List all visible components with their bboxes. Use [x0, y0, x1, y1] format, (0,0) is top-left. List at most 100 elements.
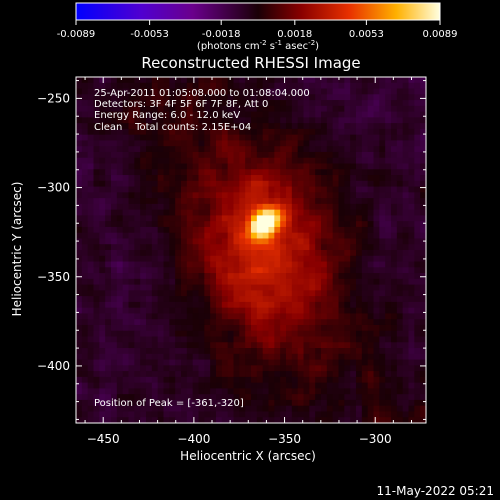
heatmap-cell [321, 226, 328, 234]
heatmap-cell [175, 365, 182, 372]
heatmap-cell [134, 324, 141, 332]
heatmap-cell [373, 405, 380, 412]
heatmap-cell [332, 261, 339, 268]
heatmap-cell [245, 371, 252, 378]
heatmap-cell [356, 290, 363, 297]
heatmap-cell [111, 417, 118, 423]
heatmap-cell [274, 388, 281, 395]
heatmap-cell [227, 146, 234, 153]
heatmap-cell [385, 319, 392, 326]
heatmap-cell [367, 111, 374, 118]
heatmap-cell [204, 163, 211, 170]
heatmap-cell [291, 290, 299, 297]
heatmap-cell [210, 371, 217, 378]
heatmap-cell [326, 134, 334, 141]
heatmap-cell [163, 405, 170, 412]
heatmap-cell [233, 198, 240, 205]
heatmap-cell [111, 175, 118, 182]
heatmap-cell [385, 100, 392, 107]
heatmap-cell [227, 388, 234, 395]
heatmap-cell [204, 388, 211, 395]
heatmap-cell [186, 221, 194, 228]
heatmap-cell [128, 94, 135, 101]
heatmap-cell [391, 348, 398, 355]
heatmap-cell [146, 342, 153, 349]
heatmap-cell [210, 278, 217, 285]
heatmap-cell [128, 198, 135, 205]
heatmap-cell [146, 180, 153, 187]
heatmap-cell [385, 417, 392, 423]
heatmap-cell [262, 336, 269, 343]
heatmap-cell [338, 134, 345, 141]
heatmap-cell [338, 417, 345, 423]
heatmap-cell [227, 215, 234, 222]
heatmap-cell [81, 226, 89, 234]
heatmap-cell [140, 146, 147, 153]
heatmap-cell [81, 180, 89, 187]
heatmap-cell [367, 319, 374, 326]
heatmap-cell [385, 123, 392, 130]
heatmap-cell [181, 163, 188, 170]
heatmap-cell [76, 221, 83, 228]
heatmap-cell [402, 353, 409, 360]
heatmap-cell [402, 324, 409, 332]
heatmap-cell [116, 388, 124, 395]
heatmap-cell [361, 394, 369, 401]
heatmap-cell [315, 278, 322, 285]
heatmap-cell [361, 290, 369, 297]
heatmap-cell [291, 123, 299, 130]
heatmap-cell [128, 371, 135, 378]
heatmap-cell [373, 146, 380, 153]
heatmap-cell [332, 140, 339, 147]
heatmap-cell [146, 376, 153, 384]
heatmap-cell [379, 134, 386, 141]
heatmap-cell [105, 342, 112, 349]
heatmap-cell [402, 388, 409, 395]
heatmap-cell [332, 163, 339, 170]
heatmap-cell [297, 238, 304, 245]
heatmap-cell [175, 411, 182, 418]
heatmap-cell [356, 255, 363, 262]
heatmap-cell [251, 94, 258, 101]
heatmap-cell [326, 296, 334, 303]
heatmap-cell [321, 278, 328, 285]
heatmap-cell [116, 394, 124, 401]
heatmap-cell [175, 330, 182, 337]
heatmap-cell [198, 411, 205, 418]
heatmap-cell [408, 359, 415, 366]
heatmap-cell [146, 284, 153, 291]
heatmap-cell [286, 221, 293, 228]
heatmap-cell [81, 100, 89, 107]
heatmap-cell [414, 250, 421, 257]
heatmap-cell [192, 273, 199, 280]
heatmap-cell [239, 284, 246, 291]
heatmap-cell [204, 186, 211, 193]
heatmap-cell [367, 94, 374, 101]
heatmap-cell [420, 94, 426, 101]
heatmap-cell [286, 146, 293, 153]
heatmap-cell [81, 255, 89, 262]
heatmap-cell [81, 198, 89, 205]
y-axis: −250−300−350−400 [37, 80, 426, 420]
heatmap-cell [151, 273, 159, 280]
heatmap-cell [198, 215, 205, 222]
heatmap-cell [163, 382, 170, 389]
heatmap-cell [140, 359, 147, 366]
heatmap-cell [408, 376, 415, 384]
heatmap-cell [344, 203, 351, 211]
heatmap-cell [251, 376, 258, 384]
heatmap-cell [321, 77, 328, 84]
heatmap-cell [262, 319, 269, 326]
heatmap-cell [402, 296, 409, 303]
heatmap-cell [99, 301, 106, 309]
heatmap-cell [391, 313, 398, 320]
heatmap-cell [134, 284, 141, 291]
heatmap-cell [385, 94, 392, 101]
heatmap-cell [373, 221, 380, 228]
heatmap-cell [76, 353, 83, 360]
heatmap-cell [198, 198, 205, 205]
heatmap-cell [396, 255, 404, 262]
heatmap-cell [216, 336, 223, 343]
heatmap-cell [221, 198, 229, 205]
heatmap-cell [128, 215, 135, 222]
